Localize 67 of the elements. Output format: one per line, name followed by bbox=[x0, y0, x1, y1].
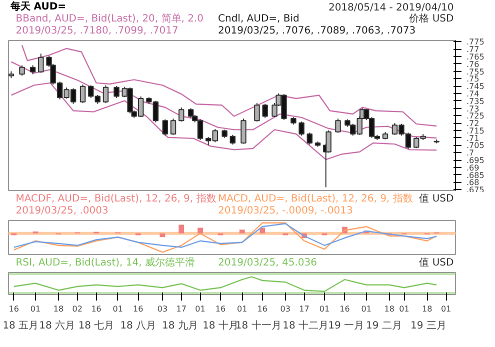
x-tick-label: 01 bbox=[237, 304, 248, 314]
y-tick-label: .7 bbox=[466, 148, 474, 158]
x-tick-label: 01 bbox=[361, 304, 372, 314]
text: 2019/03/25, .7076, .7089, .7063, .7073 bbox=[218, 26, 416, 36]
x2-tick-label: 19 三月 bbox=[410, 320, 446, 332]
x-tick-label: 01 bbox=[399, 304, 410, 314]
x-tick-label: 01 bbox=[319, 304, 330, 314]
x-tick-label: 18 bbox=[384, 304, 394, 314]
chart-title: 每天 AUD= bbox=[9, 0, 66, 12]
x-tick-label: 02 bbox=[72, 304, 82, 314]
x-tick-label: 01 bbox=[112, 304, 123, 314]
text: MACD, AUD=, Bid(Last), 12, 26, 9, 指数 bbox=[218, 192, 413, 204]
x2-tick-label: 18 九月 bbox=[162, 320, 198, 332]
y-tick-label: .69 bbox=[466, 163, 480, 172]
y-tick-label: .685 bbox=[466, 170, 484, 180]
text: 2019/03/25, -.0009, -.0013 bbox=[218, 206, 353, 216]
y-tick-label: .73 bbox=[466, 104, 480, 114]
x-tick-label: 16 bbox=[257, 304, 268, 314]
text: Cndl, AUD=, Bid bbox=[218, 14, 300, 24]
x2-tick-label: 18 五月 bbox=[2, 320, 39, 332]
x-tick-label: 03 bbox=[280, 304, 290, 314]
x-tick-label: 16 bbox=[340, 304, 350, 314]
series-label: RSI, AUD=, Bid(Last), 14, 威尔德平滑 bbox=[16, 256, 195, 268]
x-tick-label: 16 bbox=[91, 304, 102, 314]
x2-tick-label: 18 十一月 bbox=[235, 320, 282, 332]
x-tick-label: 03 bbox=[157, 304, 168, 314]
x-tick-label: 18 bbox=[53, 304, 64, 314]
y-tick-label: .74 bbox=[466, 89, 480, 98]
x-tick-label: 16 bbox=[8, 304, 19, 314]
x-tick-label: 16 bbox=[215, 304, 226, 314]
y-tick-label: .735 bbox=[466, 96, 484, 106]
y-tick-label: .76 bbox=[466, 60, 480, 69]
text: 2019/03/25, .0003 bbox=[16, 206, 108, 216]
x-tick-label: 17 bbox=[299, 304, 310, 314]
x2-tick-label: 18 六月 bbox=[39, 320, 76, 332]
y-tick-label: .71 bbox=[466, 134, 480, 143]
x2-tick-label: 18 八月 bbox=[120, 320, 156, 332]
y-tick-label: .72 bbox=[466, 119, 480, 128]
x2-tick-label: 19 一月 bbox=[328, 320, 364, 332]
x-tick-label: 01 bbox=[195, 304, 206, 314]
y-axis-title: 值 USD bbox=[419, 194, 454, 204]
chart-subtitle: 2018/05/14 - 2019/04/10 bbox=[328, 2, 454, 14]
x2-tick-label: 19 二月 bbox=[366, 320, 402, 332]
text: 2019/03/25, .7180, .7099, .7017 bbox=[16, 26, 178, 36]
y-tick-label: .705 bbox=[466, 141, 484, 150]
text: MACDF, AUD=, Bid(Last), 12, 26, 9, 指数 bbox=[16, 192, 216, 204]
y-tick-label: .75 bbox=[466, 74, 480, 84]
y-tick-label: .77 bbox=[466, 45, 480, 54]
y-tick-label: .775 bbox=[466, 38, 484, 47]
x-tick-label: 01 bbox=[440, 304, 452, 314]
text: BBand, AUD=, Bid(Last), 20, 简单, 2.0 bbox=[16, 12, 204, 24]
x2-tick-label: 18 十二月 bbox=[282, 320, 329, 332]
y-tick-label: .755 bbox=[466, 67, 484, 76]
y-tick-label: .725 bbox=[466, 112, 484, 121]
x-tick-label: 18 bbox=[422, 304, 432, 314]
y-tick-label: .765 bbox=[466, 52, 484, 62]
y-tick-label: .695 bbox=[466, 156, 484, 166]
y-axis-title: 价格 USD bbox=[408, 12, 454, 24]
y-tick-label: .745 bbox=[466, 82, 484, 92]
y-axis-title: 值 USD bbox=[419, 258, 454, 268]
x-tick-label: 17 bbox=[176, 304, 186, 314]
x-tick-label: 01 bbox=[30, 304, 41, 314]
x-tick-label: 16 bbox=[133, 304, 144, 314]
x2-tick-label: 18 七月 bbox=[78, 320, 114, 332]
y-tick-label: .68 bbox=[466, 178, 480, 188]
text: 2019/03/25, 45.036 bbox=[218, 258, 317, 268]
y-tick-label: .715 bbox=[466, 126, 484, 136]
